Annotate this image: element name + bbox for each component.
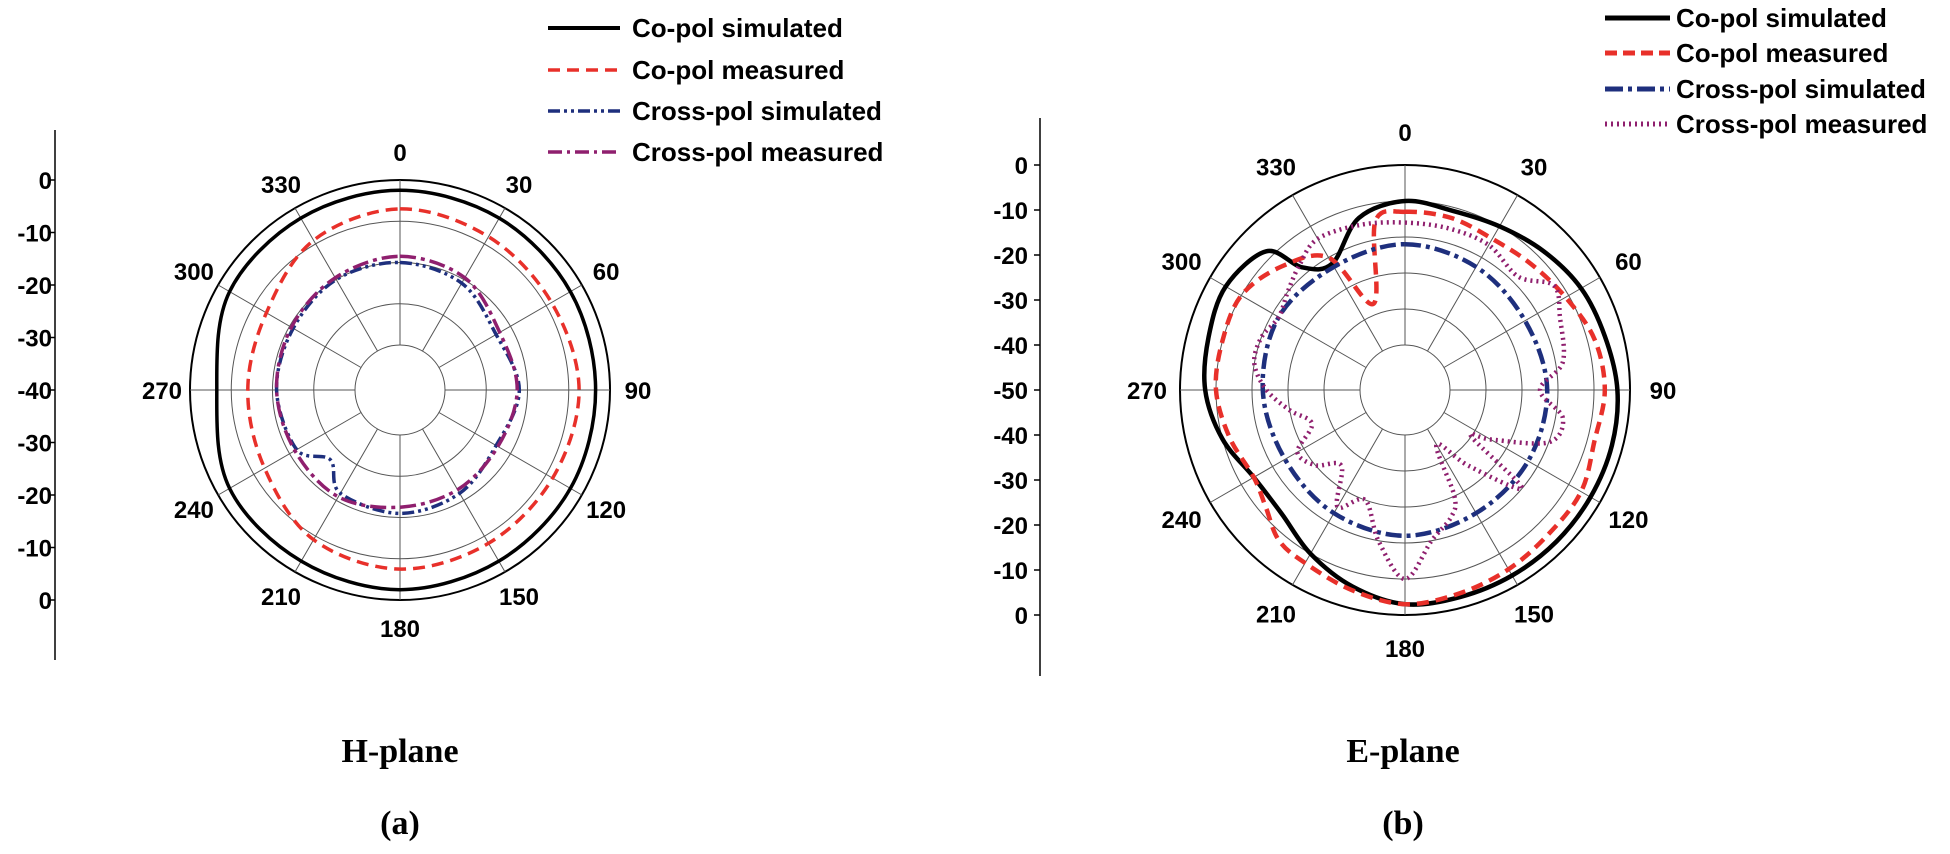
grid-spoke [1209, 412, 1367, 503]
radial-axis-tick-label: -20 [17, 483, 52, 510]
radial-axis-tick-label: 0 [1015, 603, 1028, 630]
angle-tick-label: 300 [174, 259, 214, 286]
radial-axis-tick-label: 0 [39, 168, 52, 195]
radial-axis-tick-label: -40 [993, 333, 1028, 360]
legend-label-cross-pol-simulated: Cross-pol simulated [632, 96, 882, 126]
grid-spoke [1292, 194, 1383, 352]
series-cross-pol-measured [1251, 220, 1567, 582]
radial-axis-tick-label: -40 [993, 423, 1028, 450]
grid-spoke [217, 284, 362, 368]
angle-tick-label: 120 [1608, 507, 1648, 534]
grid-spoke [294, 428, 378, 573]
radial-axis-tick-label: -50 [993, 378, 1028, 405]
angle-tick-label: 0 [393, 140, 406, 167]
angle-tick-label: 60 [1615, 249, 1642, 276]
h-plane-series-group [215, 188, 598, 592]
radial-axis-tick-label: -40 [17, 378, 52, 405]
e-plane-polar-grid [1179, 164, 1631, 616]
h-plane-legend: Co-pol simulated Co-pol measured Cross-p… [548, 13, 883, 167]
series-cross-pol-measured [274, 254, 519, 510]
grid-spoke [422, 207, 506, 352]
angle-tick-label: 150 [1514, 601, 1554, 628]
radial-axis-tick-label: -30 [993, 468, 1028, 495]
legend-label-co-pol-measured: Co-pol measured [632, 55, 844, 85]
grid-spoke [1443, 277, 1601, 368]
series-co-pol-simulated [1202, 198, 1620, 607]
e-plane-series-group [1202, 198, 1620, 607]
radial-axis-tick-label: -30 [17, 326, 52, 353]
angle-tick-label: 330 [261, 172, 301, 199]
h-plane-radial-axis: 0 -10 -20 -30 -40 -30 -20 -10 0 [17, 130, 56, 660]
radial-axis-tick-label: -20 [993, 243, 1028, 270]
radial-axis-tick-label: -10 [17, 221, 52, 248]
angle-tick-label: 330 [1256, 155, 1296, 182]
series-co-pol-measured [246, 207, 581, 571]
grid-spoke [1443, 412, 1601, 503]
e-plane-radial-axis: 0 -10 -20 -30 -40 -50 -40 -30 -20 -10 0 [993, 118, 1041, 676]
e-plane-angle-ticks: 0 30 60 90 120 150 180 210 240 270 300 330 [1127, 120, 1676, 663]
grid-spoke [294, 207, 378, 352]
grid-spoke [1292, 428, 1383, 586]
radial-axis-tick-label: -10 [993, 198, 1028, 225]
grid-spoke [1209, 277, 1367, 368]
angle-tick-label: 210 [261, 584, 301, 611]
legend-label-co-pol-measured: Co-pol measured [1676, 38, 1888, 68]
grid-ring [354, 344, 446, 436]
radial-axis-tick-label: -20 [993, 513, 1028, 540]
radial-axis-tick-label: 0 [39, 588, 52, 615]
radial-axis-tick-label: 0 [1015, 153, 1028, 180]
angle-tick-label: 270 [142, 378, 182, 405]
series-co-pol-simulated [215, 188, 598, 592]
legend-label-cross-pol-measured: Cross-pol measured [632, 137, 883, 167]
grid-spoke [438, 412, 583, 496]
radial-axis-tick-label: -30 [993, 288, 1028, 315]
radial-axis-tick-label: -30 [17, 431, 52, 458]
angle-tick-label: 240 [174, 497, 214, 524]
angle-tick-label: 240 [1162, 507, 1202, 534]
series-cross-pol-simulated [274, 260, 522, 516]
angle-tick-label: 150 [499, 584, 539, 611]
angle-tick-label: 270 [1127, 378, 1167, 405]
radial-axis-tick-label: -20 [17, 273, 52, 300]
angle-tick-label: 210 [1256, 601, 1296, 628]
angle-tick-label: 60 [593, 259, 620, 286]
legend-label-co-pol-simulated: Co-pol simulated [1676, 3, 1887, 33]
radial-axis-tick-label: -10 [17, 536, 52, 563]
grid-spoke [1427, 428, 1518, 586]
angle-tick-label: 120 [586, 497, 626, 524]
angle-tick-label: 180 [380, 616, 420, 643]
panel-b-label: (b) [1382, 805, 1424, 842]
legend-label-cross-pol-simulated: Cross-pol simulated [1676, 74, 1926, 104]
grid-spoke [1427, 194, 1518, 352]
h-plane-polar-chart: 0 30 60 90 120 150 180 210 240 270 300 330 0 -10 -20 -… [17, 13, 883, 842]
e-plane-title: E-plane [1346, 733, 1459, 770]
angle-tick-label: 90 [625, 378, 652, 405]
panel-a-label: (a) [380, 805, 420, 842]
angle-tick-label: 180 [1385, 636, 1425, 663]
angle-tick-label: 30 [506, 172, 533, 199]
radial-axis-tick-label: -10 [993, 558, 1028, 585]
grid-ring [1359, 344, 1451, 436]
h-plane-angle-ticks: 0 30 60 90 120 150 180 210 240 270 300 330 [142, 140, 651, 643]
grid-spoke [217, 412, 362, 496]
angle-tick-label: 30 [1521, 155, 1548, 182]
angle-tick-label: 0 [1398, 120, 1411, 147]
h-plane-polar-grid [189, 179, 611, 601]
legend-label-co-pol-simulated: Co-pol simulated [632, 13, 843, 43]
angle-tick-label: 90 [1650, 378, 1677, 405]
legend-label-cross-pol-measured: Cross-pol measured [1676, 109, 1927, 139]
h-plane-title: H-plane [341, 733, 458, 770]
series-co-pol-measured [1213, 208, 1608, 607]
grid-spoke [438, 284, 583, 368]
e-plane-polar-chart: 0 30 60 90 120 150 180 210 240 270 300 330 0 -10 -20 -… [993, 3, 1927, 842]
angle-tick-label: 300 [1162, 249, 1202, 276]
e-plane-legend: Co-pol simulated Co-pol measured Cross-p… [1605, 3, 1927, 139]
grid-spoke [422, 428, 506, 573]
